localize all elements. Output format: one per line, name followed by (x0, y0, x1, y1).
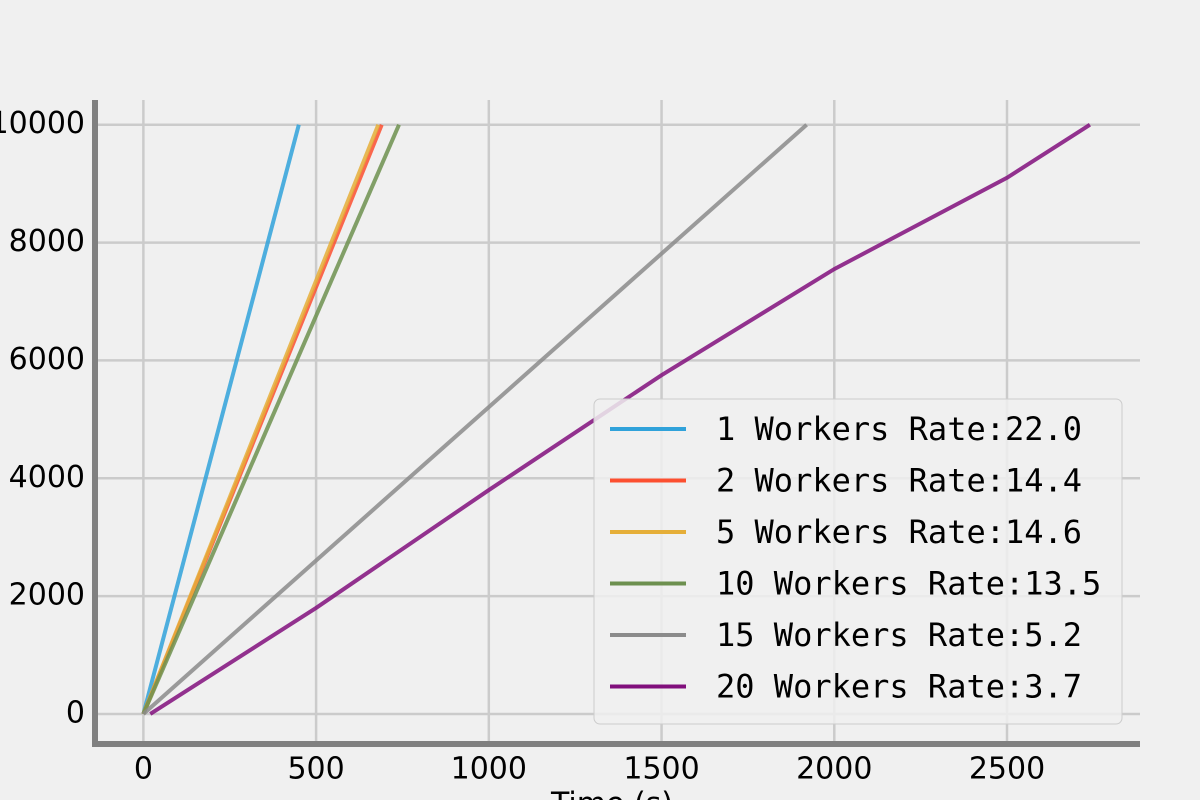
y-tick-label: 6000 (9, 342, 85, 377)
series-line (141, 124, 381, 715)
legend-label: 1 Workers Rate:22.0 (716, 410, 1082, 448)
legend-label: 15 Workers Rate:5.2 (716, 616, 1082, 654)
y-tick-label: 8000 (9, 224, 85, 259)
legend-label: 10 Workers Rate:13.5 (716, 565, 1101, 603)
x-axis-label: Time (s) (550, 787, 673, 800)
legend-label: 5 Workers Rate:14.6 (716, 513, 1082, 551)
legend-label: 20 Workers Rate:3.7 (716, 668, 1082, 706)
x-tick-label: 1000 (451, 752, 527, 787)
x-tick-label: 1500 (623, 752, 699, 787)
x-tick-label: 2000 (796, 752, 872, 787)
series-line (141, 123, 401, 715)
legend-box (593, 398, 1123, 725)
y-tick-label: 4000 (9, 460, 85, 495)
series-line (149, 123, 1091, 716)
y-tick-label: 10000 (0, 106, 85, 141)
x-tick-label: 500 (287, 752, 344, 787)
y-tick-label: 0 (66, 695, 85, 730)
y-tick-label: 2000 (9, 578, 85, 613)
x-tick-label: 0 (134, 752, 153, 787)
legend-label: 2 Workers Rate:14.4 (716, 462, 1082, 500)
x-tick-label: 2500 (969, 752, 1045, 787)
series-line (142, 123, 808, 716)
legend: 1 Workers Rate:22.0 2 Workers Rate:14.4 5 … (593, 398, 1123, 725)
series-line (141, 124, 301, 715)
